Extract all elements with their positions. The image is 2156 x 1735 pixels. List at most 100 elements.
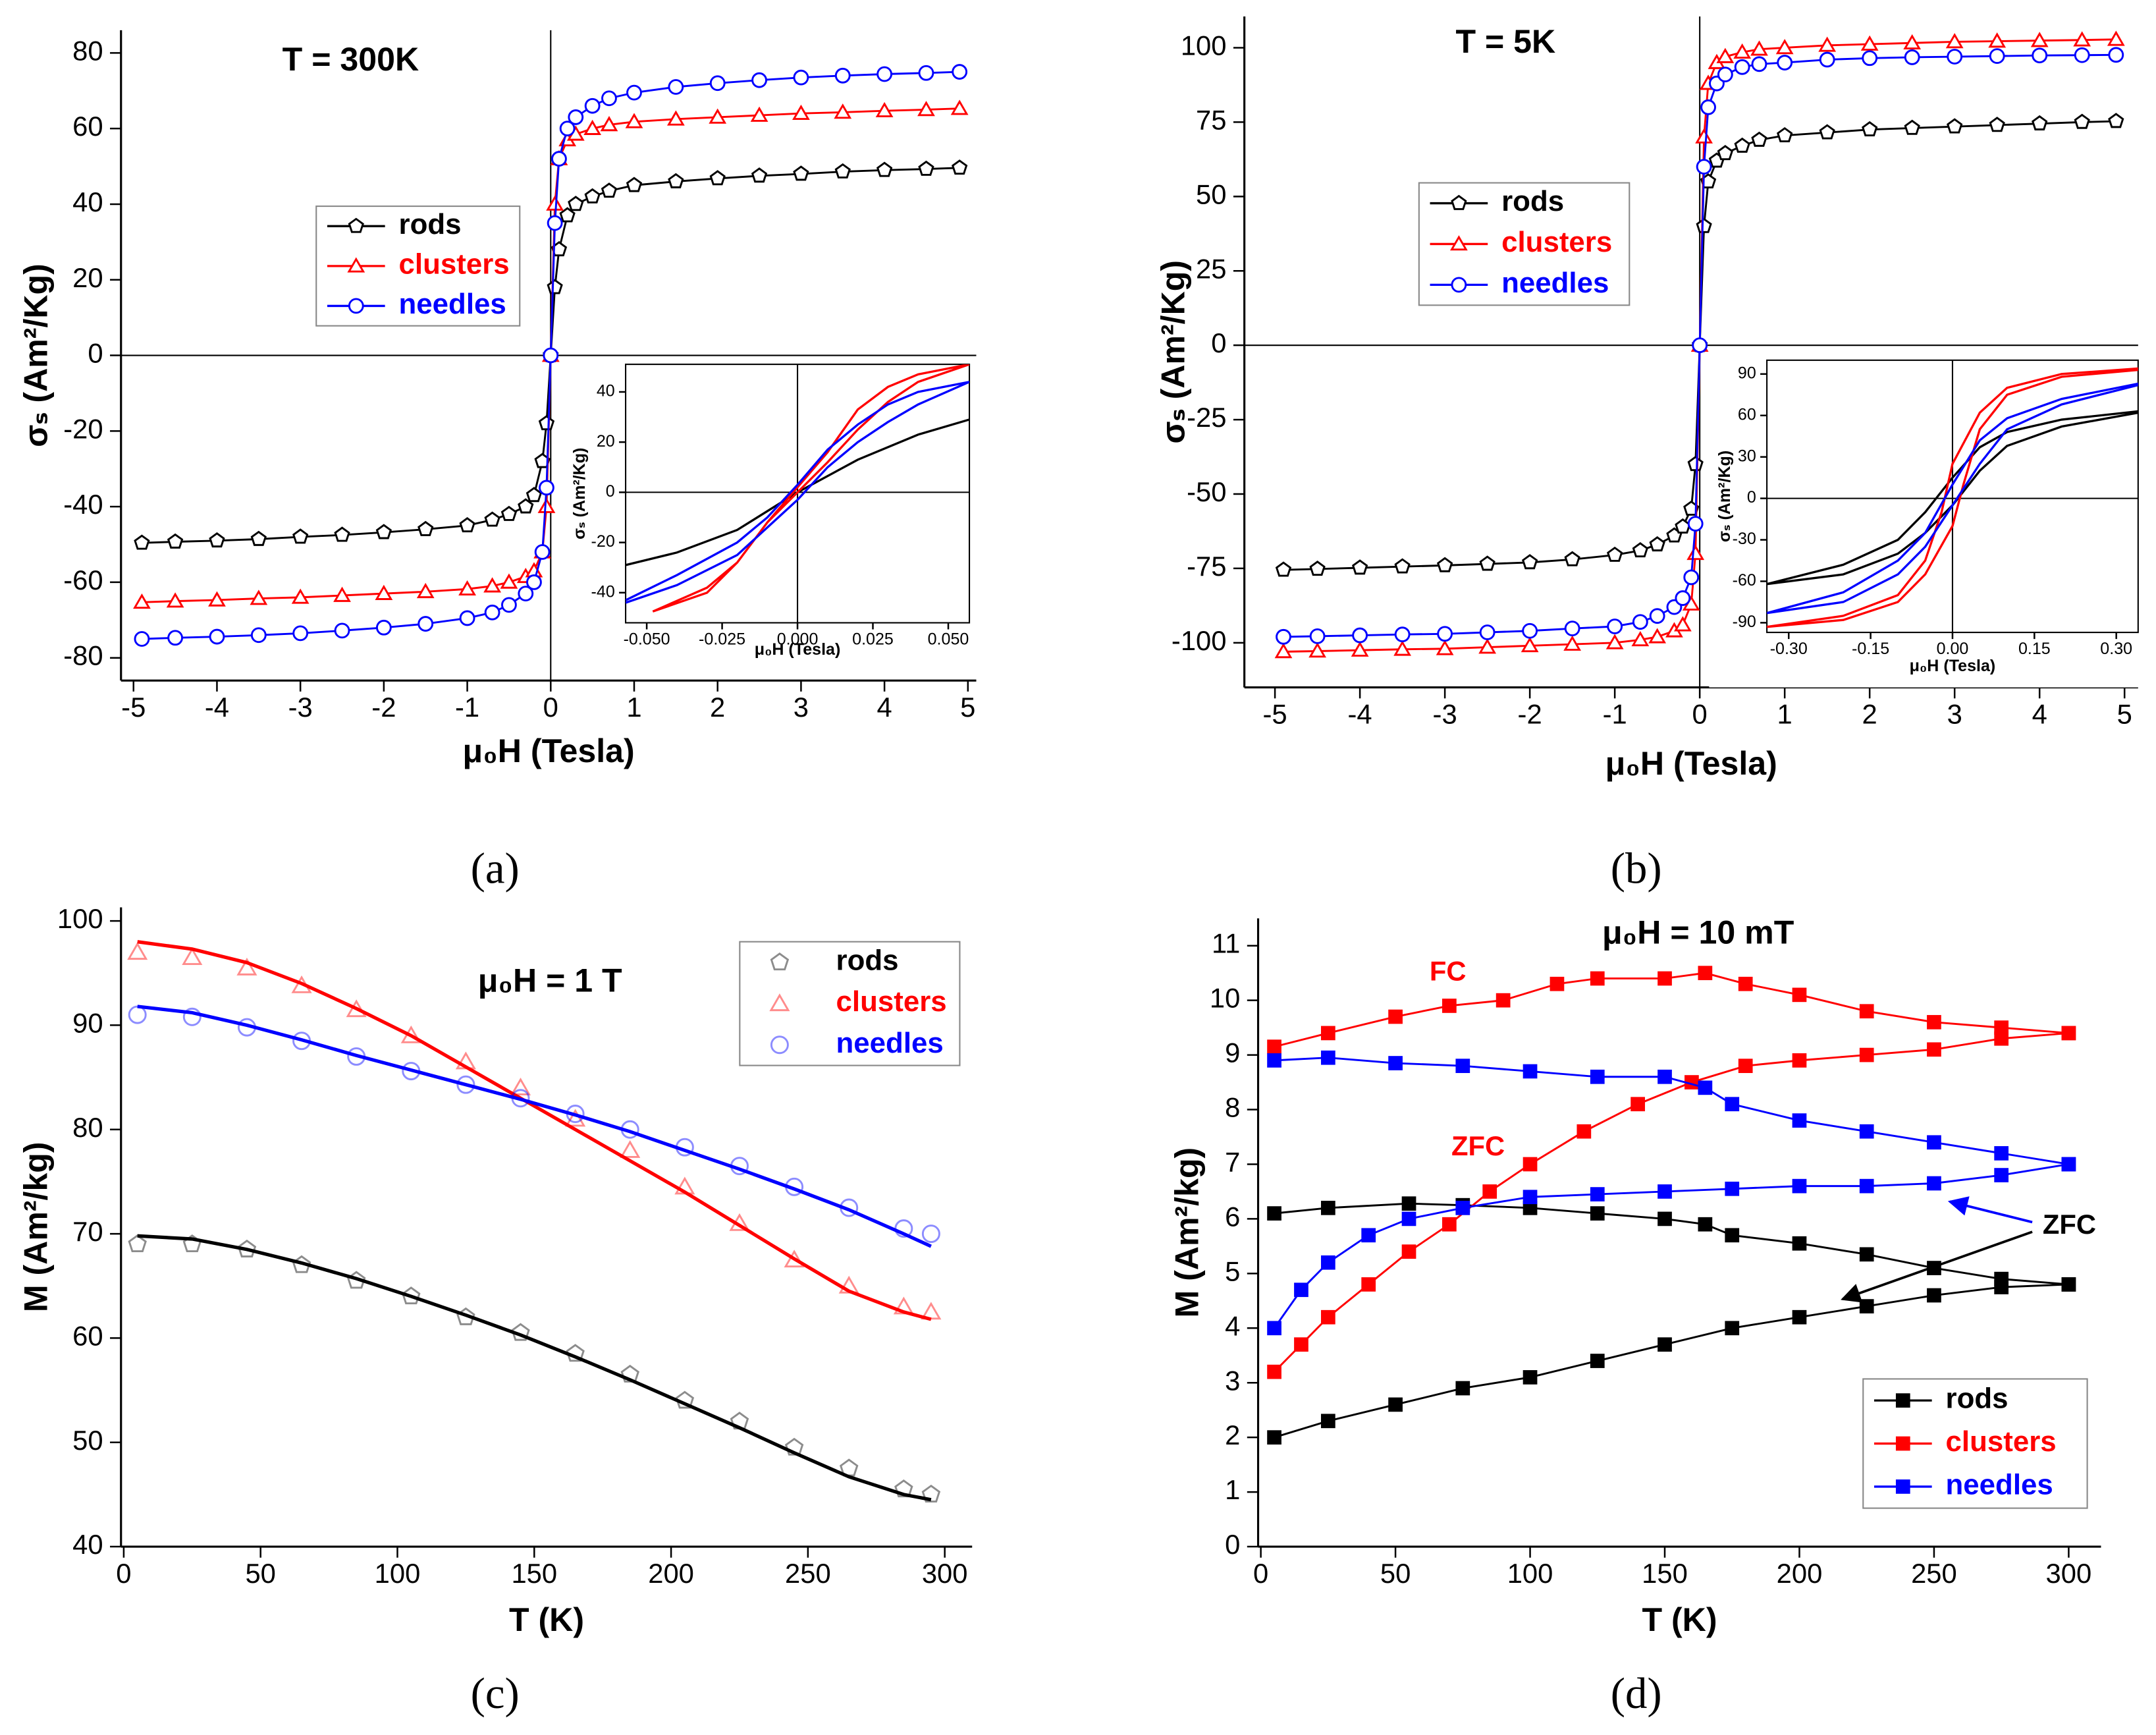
chart-title: T = 5K	[1455, 23, 1555, 60]
x-tick-label: -2	[1518, 698, 1542, 729]
series	[652, 364, 970, 613]
series	[134, 159, 968, 550]
marker	[565, 1109, 586, 1127]
marker	[1590, 1187, 1605, 1201]
marker	[793, 165, 809, 181]
marker	[1267, 1321, 1281, 1336]
marker	[1320, 1309, 1335, 1325]
marker	[237, 1018, 256, 1037]
x-tick-label: 0	[1692, 698, 1708, 729]
legend-marker	[347, 257, 365, 273]
marker	[459, 517, 475, 533]
marker	[1927, 1135, 1941, 1150]
marker	[2032, 47, 2048, 64]
marker	[1388, 1056, 1403, 1070]
panel-label: (d)	[1611, 1669, 1662, 1718]
marker	[292, 625, 309, 642]
legend-marker	[1895, 1393, 1910, 1408]
panel: 0 50 100 150 200 250 300 0 1 2 3 4 5 6 7 8 9 10 11 T (K) M (…	[1168, 914, 2101, 1718]
marker	[921, 1225, 940, 1244]
marker	[1657, 1069, 1672, 1084]
series	[133, 99, 969, 609]
marker	[1675, 590, 1691, 606]
y-tick-label: 60	[72, 111, 103, 142]
marker	[1590, 971, 1605, 986]
annotation: ZFC	[2043, 1209, 2096, 1240]
marker	[1361, 1228, 1376, 1243]
y-tick-label: 0	[1747, 488, 1756, 507]
y-tick-label: -40	[63, 489, 103, 520]
marker	[292, 1255, 311, 1273]
marker	[921, 1484, 941, 1502]
marker	[1267, 1053, 1281, 1068]
marker	[1904, 119, 1920, 135]
marker	[1698, 1217, 1713, 1232]
marker	[1775, 39, 1794, 55]
marker	[134, 534, 150, 550]
marker	[1698, 1080, 1713, 1095]
marker	[1733, 43, 1752, 59]
x-tick-label: 0.15	[2018, 640, 2051, 658]
marker	[551, 151, 567, 167]
y-tick-label: 1	[1225, 1474, 1240, 1505]
marker	[1903, 34, 1922, 50]
marker	[952, 159, 968, 175]
marker	[1927, 1042, 1941, 1057]
marker	[834, 163, 851, 179]
marker	[1792, 1178, 1807, 1194]
legend-label: rods	[399, 208, 462, 240]
marker	[1860, 35, 1879, 51]
marker	[1717, 145, 1734, 161]
marker	[501, 597, 517, 613]
marker	[1687, 456, 1704, 472]
y-tick-label: -60	[63, 565, 103, 595]
legend-marker	[770, 1035, 789, 1055]
y-tick-label: -60	[1733, 571, 1756, 590]
marker	[894, 1479, 913, 1498]
marker	[456, 1075, 475, 1094]
marker	[1522, 622, 1538, 639]
y-tick-label: 40	[597, 382, 615, 400]
y-tick-label: 40	[72, 186, 103, 217]
marker	[1777, 55, 1793, 70]
marker	[1564, 620, 1580, 637]
marker	[875, 101, 894, 117]
marker	[375, 619, 392, 636]
marker	[1819, 51, 1835, 68]
y-tick-label: -75	[1187, 551, 1226, 582]
marker	[601, 182, 618, 198]
marker	[1521, 554, 1538, 570]
marker	[182, 947, 203, 966]
marker	[893, 1296, 914, 1315]
series	[1267, 1050, 2076, 1336]
marker	[1320, 1050, 1335, 1065]
marker	[626, 177, 643, 192]
marker	[1388, 1397, 1403, 1412]
marker	[402, 1286, 421, 1305]
x-tick-label: -4	[1348, 698, 1372, 729]
x-tick-label: -4	[205, 692, 229, 723]
legend-label: needles	[399, 288, 506, 320]
marker	[1657, 1211, 1672, 1226]
x-tick-label: 100	[1507, 1558, 1553, 1589]
y-tick-label: -25	[1187, 402, 1226, 433]
y-tick-label: 6	[1225, 1201, 1240, 1232]
marker	[128, 1234, 147, 1253]
marker	[237, 1239, 257, 1257]
x-tick-label: -2	[371, 692, 396, 723]
marker	[534, 544, 551, 560]
marker	[1700, 99, 1716, 115]
series	[1767, 382, 2138, 615]
fit-line	[137, 1234, 932, 1502]
marker	[674, 1176, 695, 1195]
marker	[625, 113, 643, 128]
marker	[1673, 616, 1692, 632]
marker	[375, 524, 392, 539]
x-tick-label: 250	[1911, 1558, 1957, 1589]
x-tick-label: 5	[960, 692, 975, 723]
marker	[1777, 126, 1793, 143]
marker	[1862, 50, 1878, 67]
marker	[1862, 121, 1878, 137]
marker	[1692, 337, 1708, 354]
